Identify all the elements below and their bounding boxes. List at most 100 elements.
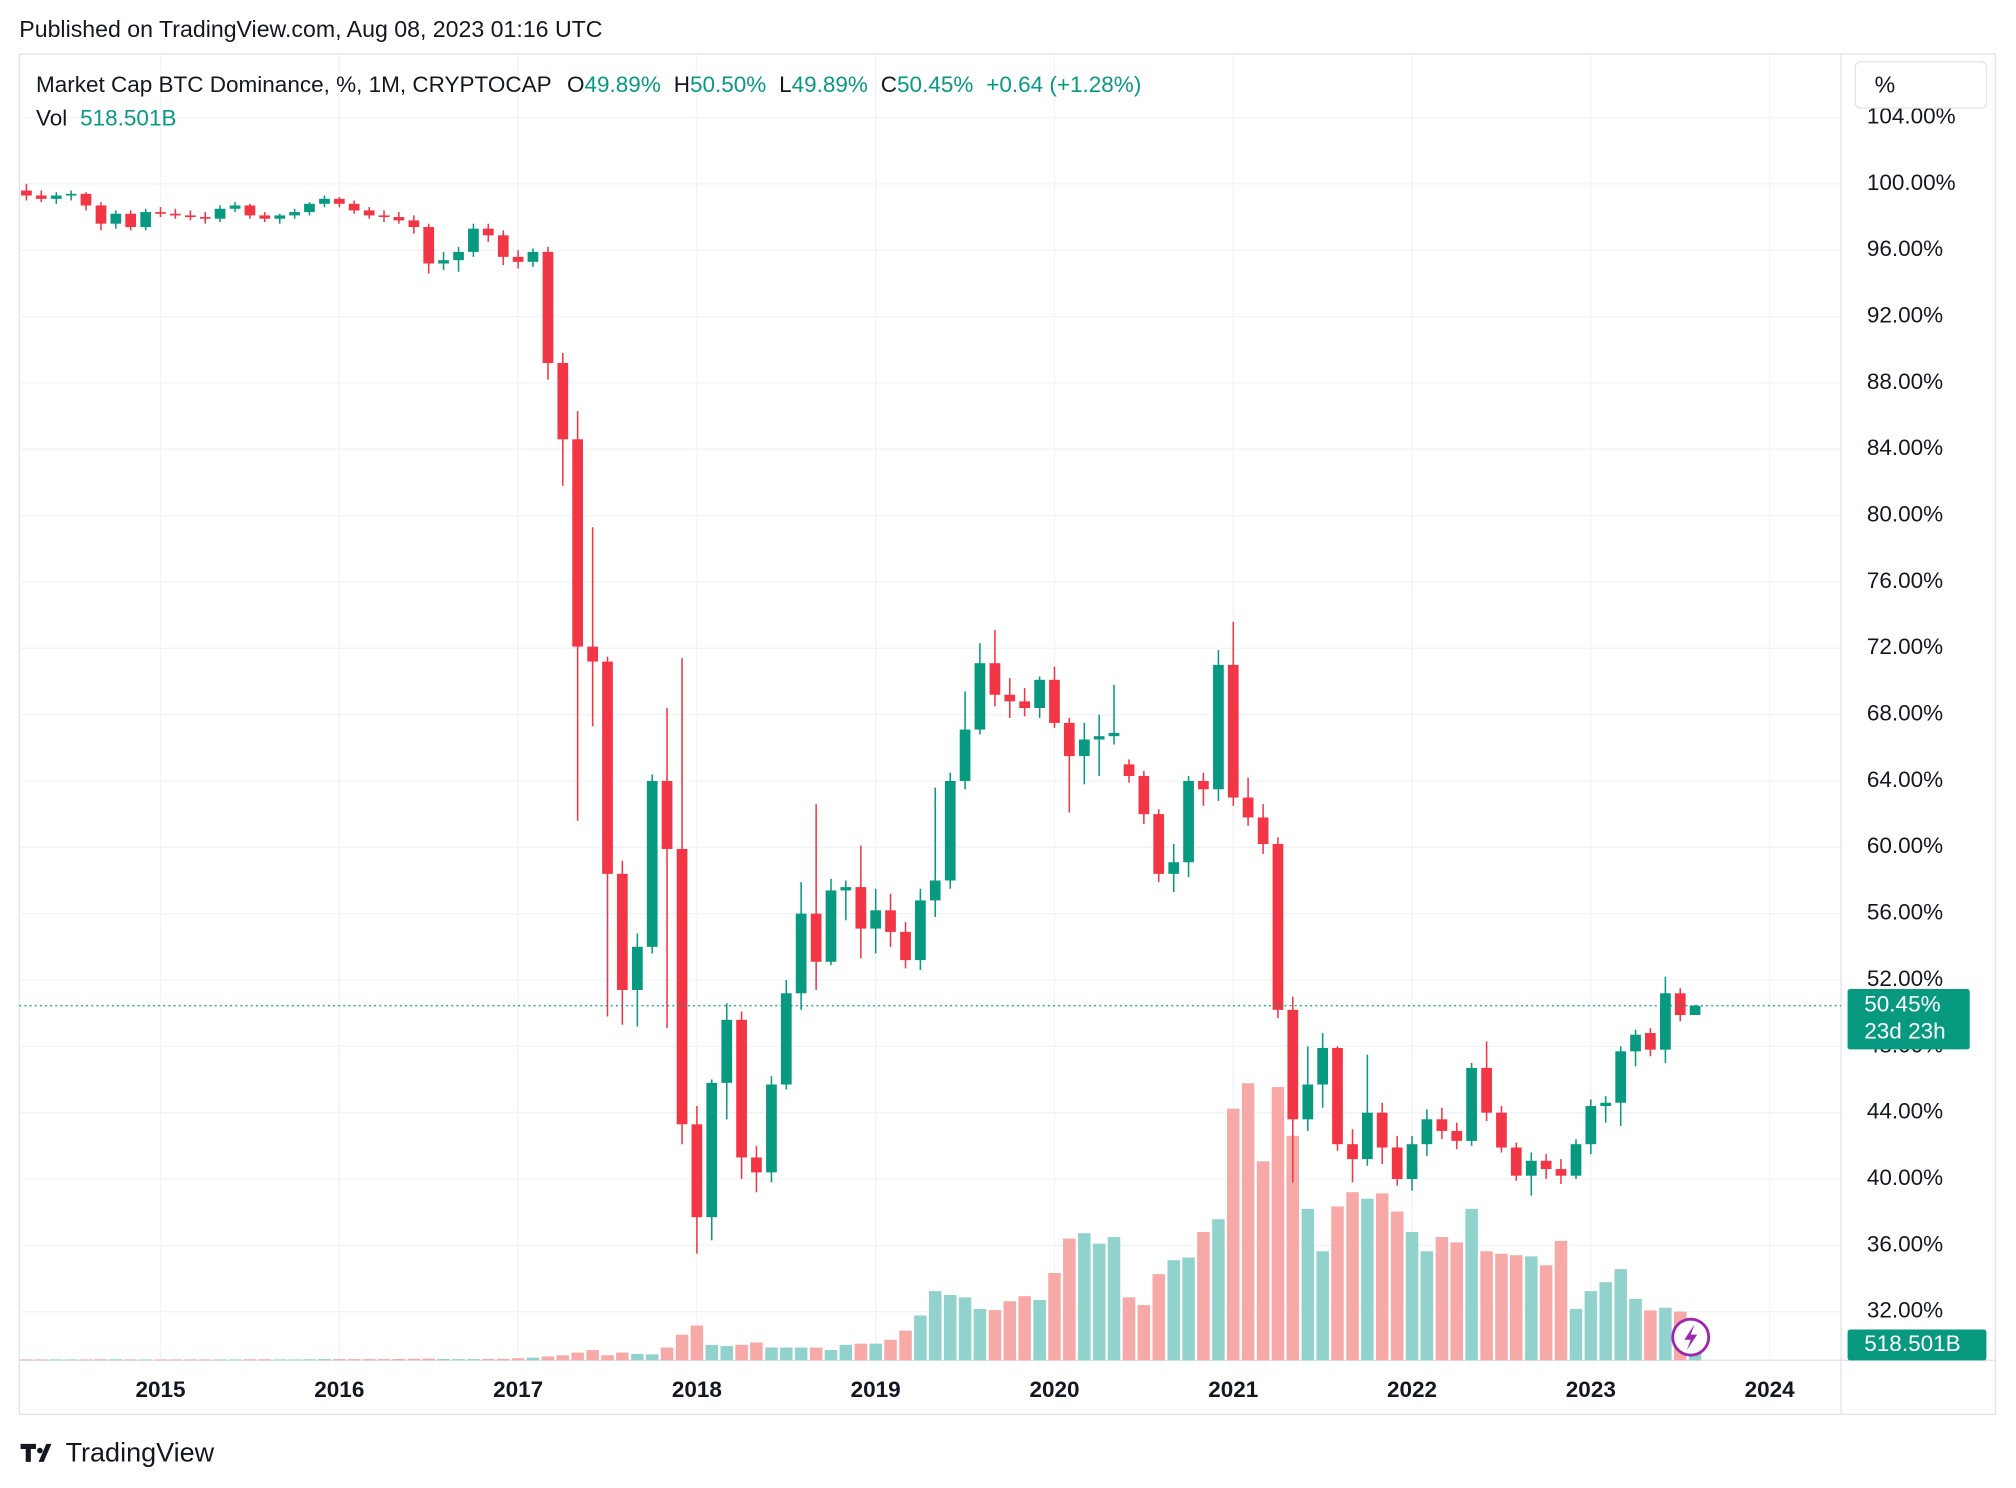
volume-bar (1107, 1237, 1121, 1361)
volume-bar (705, 1344, 718, 1361)
candle-body (35, 195, 47, 199)
volume-layer (20, 1083, 1702, 1361)
y-tick-label: 88.00% (1867, 369, 1943, 394)
volume-bar (750, 1342, 763, 1361)
x-tick-label: 2016 (314, 1377, 364, 1402)
volume-bar (1227, 1108, 1240, 1361)
volume-bar (586, 1350, 599, 1361)
candle-body (259, 215, 271, 219)
volume-bar (497, 1358, 510, 1361)
candle-body (50, 195, 62, 199)
volume-bar (169, 1359, 182, 1361)
volume-bar (124, 1359, 137, 1361)
volume-bar (258, 1359, 272, 1361)
candle-body (1093, 736, 1105, 740)
x-tick-label: 2019 (851, 1377, 901, 1402)
volume-bar (50, 1359, 63, 1361)
volume-bar (1182, 1257, 1195, 1361)
legend-value: 49.89% (585, 72, 661, 97)
volume-bar (288, 1359, 301, 1361)
countdown-label: 23d 23h (1864, 1019, 1945, 1044)
x-tick-label: 2017 (493, 1377, 543, 1402)
volume-bar (1197, 1232, 1210, 1361)
volume-bar (1167, 1260, 1180, 1361)
volume-bar (1301, 1208, 1315, 1361)
volume-bar (333, 1359, 346, 1361)
y-tick-label: 76.00% (1867, 568, 1943, 593)
candle-body (646, 780, 658, 947)
x-tick-label: 2023 (1566, 1377, 1616, 1402)
candle-body (1108, 732, 1120, 737)
volume-bar (377, 1359, 391, 1361)
candle-body (289, 212, 300, 216)
candle-body (1585, 1106, 1597, 1145)
volume-bar (541, 1356, 555, 1361)
candle-body (1391, 1147, 1403, 1180)
volume-bar (1286, 1135, 1300, 1361)
candle-body (363, 210, 375, 216)
volume-bar (556, 1355, 570, 1361)
candle-body (80, 193, 92, 206)
candle-body (438, 260, 449, 264)
volume-bar (973, 1308, 987, 1361)
last-price-tag (1847, 988, 1970, 1050)
candle-body (1674, 993, 1686, 1015)
candle-body (1600, 1102, 1612, 1107)
legend-value: 50.45% (897, 72, 973, 97)
volume-bar (1525, 1256, 1538, 1361)
axis-value-labels: 50.45%23d 23h 518.501B (1847, 988, 1987, 1361)
volume-value: 518.501B (80, 106, 176, 131)
legend-change: +0.64 (+1.28%) (986, 72, 1141, 97)
candle-body (378, 215, 390, 218)
volume-bar (780, 1347, 793, 1361)
volume-bar (437, 1358, 450, 1361)
volume-bar (1659, 1307, 1672, 1361)
last-price-label: 50.45% (1864, 992, 1940, 1017)
volume-key: Vol (36, 106, 67, 131)
volume-bar (452, 1359, 465, 1361)
candle-body (631, 946, 643, 990)
candle-body (214, 208, 226, 219)
scale-button[interactable] (1854, 61, 1988, 109)
candle-layer (19, 183, 1842, 1254)
volume-bar (392, 1358, 406, 1361)
volume-bar (1629, 1298, 1642, 1361)
candle-body (810, 913, 822, 962)
volume-bar (1465, 1208, 1478, 1361)
candle-body (706, 1082, 718, 1218)
candle-body (1615, 1051, 1627, 1103)
candle-body (721, 1019, 733, 1083)
y-tick-label: 100.00% (1867, 170, 1956, 195)
x-tick-label: 2022 (1387, 1377, 1437, 1402)
scale-button-label[interactable]: % (1875, 71, 1896, 97)
volume-bar (184, 1359, 197, 1361)
candle-body (1302, 1084, 1314, 1120)
candle-body (1481, 1067, 1492, 1113)
legend-title: Market Cap BTC Dominance, %, 1M, CRYPTOC… (36, 72, 552, 97)
candle-body (1198, 780, 1209, 790)
volume-bar (64, 1359, 78, 1361)
candle-body (1317, 1047, 1329, 1085)
candle-body (1242, 797, 1254, 818)
candle-body (65, 193, 77, 196)
x-tick-label: 2021 (1208, 1377, 1258, 1402)
volume-bar (1584, 1291, 1598, 1361)
candle-body (989, 663, 1001, 695)
volume-bar (1495, 1253, 1508, 1361)
volume-bar (213, 1359, 227, 1361)
candle-body (155, 212, 166, 214)
last-volume-label: 518.501B (1864, 1331, 1960, 1356)
volume-bar (928, 1291, 942, 1361)
candle-body (1123, 764, 1135, 776)
candle-body (21, 190, 32, 196)
volume-bar (854, 1343, 868, 1361)
volume-bar (690, 1325, 704, 1361)
axes-layer: 32.00%36.00%40.00%44.00%48.00%52.00%56.0… (135, 103, 1955, 1402)
candle-body (1421, 1119, 1433, 1145)
volume-bar (943, 1294, 957, 1361)
x-tick-label: 2020 (1029, 1377, 1079, 1402)
candle-body (795, 913, 807, 994)
candle-body (1183, 780, 1194, 863)
brand-logo (20, 1443, 52, 1462)
